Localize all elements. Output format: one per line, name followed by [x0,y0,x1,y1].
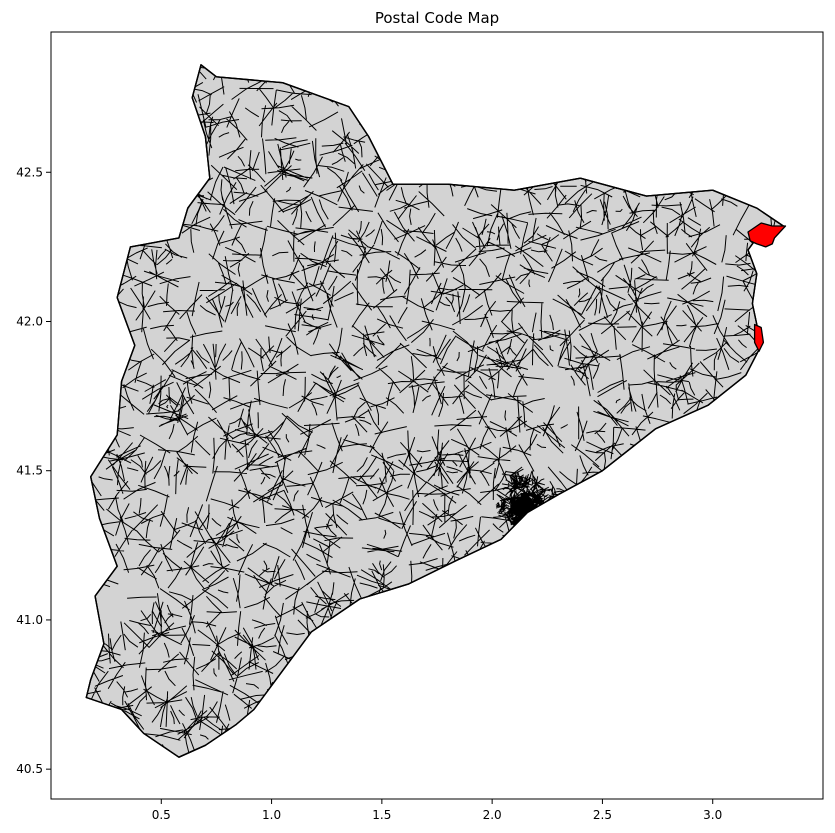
map-layer [85,64,787,758]
highlighted-postal-code-2[interactable] [753,323,765,352]
y-axis: 40.5 41.0 41.5 42.0 42.5 [16,165,51,776]
x-tick-label: 3.0 [703,808,722,822]
y-tick-label: 42.0 [16,314,43,328]
highlighted-postal-code-1[interactable] [747,222,787,248]
region-outline-stroke [85,64,784,758]
y-tick-label: 42.5 [16,165,43,179]
x-tick-label: 2.0 [483,808,502,822]
y-tick-label: 41.0 [16,613,43,627]
x-tick-label: 0.5 [152,808,171,822]
x-tick-label: 1.5 [372,808,391,822]
x-axis: 0.5 1.0 1.5 2.0 2.5 3.0 [152,799,722,822]
y-tick-label: 41.5 [16,464,43,478]
x-tick-label: 1.0 [262,808,281,822]
x-tick-label: 2.5 [593,808,612,822]
y-tick-label: 40.5 [16,762,43,776]
map-title: Postal Code Map [375,9,499,27]
axes-frame [50,31,824,800]
region-outline [85,64,784,758]
